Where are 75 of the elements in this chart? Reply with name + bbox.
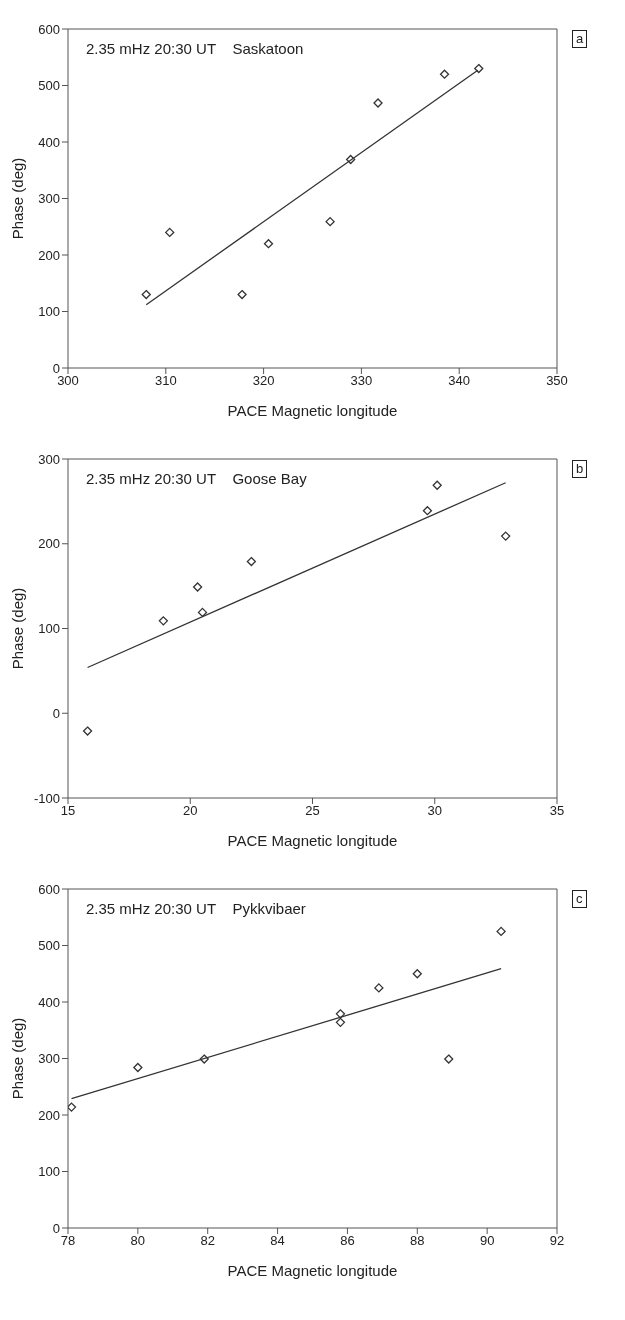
y-tick-label: 500 — [38, 78, 60, 94]
y-tick-label: 100 — [38, 621, 60, 637]
point — [246, 556, 257, 567]
y-tick-label: 0 — [52, 1220, 60, 1236]
point — [325, 217, 335, 227]
x-tick-label: 92 — [549, 1233, 565, 1249]
point — [199, 1054, 209, 1064]
x-axis-title: PACE Magnetic longitude — [227, 402, 398, 419]
y-tick-label: 200 — [38, 536, 60, 552]
text: a — [572, 30, 588, 48]
x-tick-label: 20 — [183, 803, 198, 819]
y-tick-label: 400 — [38, 994, 60, 1010]
point — [133, 1062, 143, 1073]
x-tick-label: 30 — [427, 803, 442, 819]
point — [68, 1102, 77, 1112]
y-axis-title: Phase (deg) — [9, 587, 27, 670]
y-axis-title: Phase (deg) — [9, 1017, 27, 1100]
x-axis-title: PACE Magnetic longitude — [227, 832, 398, 849]
x-tick-label: 35 — [549, 803, 565, 819]
x-tick-label: 78 — [60, 1233, 76, 1249]
point — [444, 1054, 454, 1064]
x-tick-label: 84 — [270, 1233, 285, 1249]
y-tick-label: 500 — [38, 938, 60, 954]
point — [474, 63, 484, 74]
y-tick-label: -100 — [33, 790, 60, 806]
point — [263, 239, 274, 249]
point — [82, 726, 93, 736]
text: b — [572, 460, 588, 478]
x-tick-label: 80 — [130, 1233, 146, 1249]
x-axis-title: PACE Magnetic longitude — [227, 1262, 398, 1279]
y-tick-label: 200 — [38, 247, 60, 263]
point — [501, 531, 511, 541]
y-tick-label: 0 — [52, 705, 60, 721]
x-tick-label: 86 — [340, 1233, 355, 1249]
x-tick-label: 90 — [479, 1233, 495, 1249]
point — [335, 1009, 346, 1019]
y-tick-label: 100 — [38, 1164, 60, 1180]
y-tick-label: 300 — [38, 1051, 60, 1067]
point — [422, 506, 433, 516]
y-tick-label: 0 — [52, 360, 60, 376]
y-tick-label: 100 — [38, 304, 60, 320]
point — [335, 1017, 346, 1027]
point — [197, 607, 208, 618]
point — [192, 582, 203, 592]
point — [141, 289, 151, 300]
y-tick-label: 300 — [38, 191, 60, 207]
point — [165, 227, 175, 238]
point — [432, 480, 442, 490]
point — [345, 154, 356, 165]
point — [237, 289, 247, 300]
x-tick-label: 88 — [410, 1233, 425, 1249]
annotation: 2.35 mHz 20:30 UT Pykkvibaer — [86, 900, 306, 917]
y-axis-title: Phase (deg) — [9, 157, 27, 240]
annotation: 2.35 mHz 20:30 UT Goose Bay — [86, 470, 307, 487]
point — [374, 983, 384, 993]
point — [439, 69, 450, 79]
y-tick-label: 300 — [38, 451, 60, 467]
y-tick-label: 200 — [38, 1107, 60, 1123]
x-tick-label: 25 — [305, 803, 320, 819]
x-tick-label: 350 — [546, 373, 568, 389]
annotation: 2.35 mHz 20:30 UT Saskatoon — [86, 40, 304, 57]
x-tick-label: 340 — [448, 373, 471, 389]
x-tick-label: 330 — [350, 373, 373, 389]
point — [158, 616, 168, 626]
y-tick-label: 600 — [38, 881, 60, 897]
point — [496, 926, 506, 937]
point — [412, 969, 422, 979]
x-tick-label: 15 — [60, 803, 76, 819]
x-tick-label: 320 — [252, 373, 275, 389]
x-tick-label: 82 — [200, 1233, 215, 1249]
point — [373, 98, 383, 108]
text: c — [572, 890, 587, 908]
y-tick-label: 400 — [38, 134, 60, 150]
y-tick-label: 600 — [38, 21, 60, 37]
x-tick-label: 310 — [154, 373, 177, 389]
